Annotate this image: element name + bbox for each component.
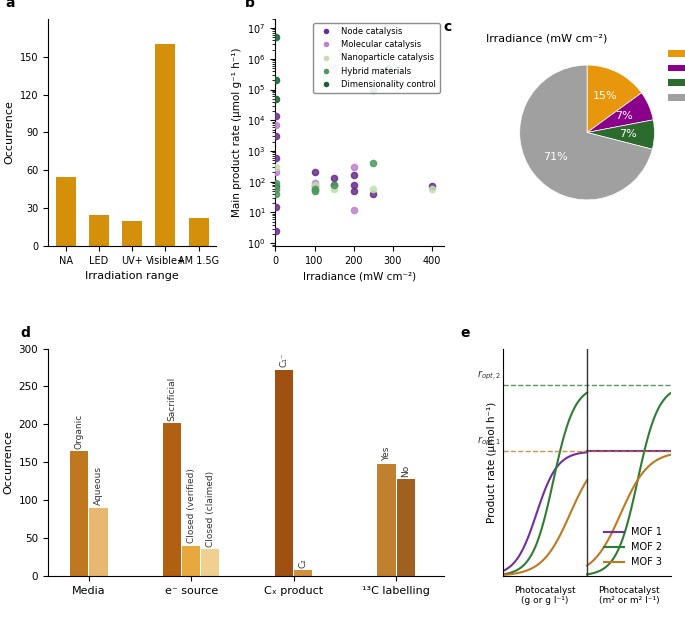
Wedge shape [520,65,652,200]
Text: $r_{opt,1}$: $r_{opt,1}$ [477,435,501,448]
Text: Closed (verified): Closed (verified) [187,468,196,543]
Text: a: a [6,0,15,11]
Bar [155,44,175,246]
Text: C₂: C₂ [299,558,308,568]
Text: 15%: 15% [593,91,618,101]
Point [309,186,320,196]
Text: e: e [461,326,470,340]
Point [348,170,359,180]
Point [309,183,320,193]
Y-axis label: Occurrence: Occurrence [4,101,14,165]
Bar [377,464,396,576]
Point [271,182,282,192]
Text: Sacrificial: Sacrificial [168,376,177,421]
Y-axis label: Main product rate (μmol g⁻¹ h⁻¹): Main product rate (μmol g⁻¹ h⁻¹) [232,48,242,217]
Bar [189,218,209,246]
Point [271,131,282,141]
Bar [89,508,108,576]
Point [348,205,359,215]
Point [271,94,282,104]
Text: Organic: Organic [75,413,84,449]
X-axis label: Irradiance (mW cm⁻²): Irradiance (mW cm⁻²) [303,272,416,282]
Point [309,178,320,188]
Point [368,189,379,199]
Point [309,182,320,192]
Point [271,162,282,172]
Text: C₁⁻: C₁⁻ [279,353,288,367]
Point [271,111,282,121]
Wedge shape [587,120,654,149]
Legend: MOF 1, MOF 2, MOF 3: MOF 1, MOF 2, MOF 3 [600,523,667,571]
Text: d: d [21,326,30,340]
Point [348,186,359,196]
Y-axis label: Occurrence: Occurrence [3,430,13,494]
Bar [294,570,312,576]
Point [309,180,320,190]
Point [384,63,395,73]
X-axis label: Irradiation range: Irradiation range [86,272,179,282]
Bar [55,177,75,246]
Text: $r_{opt,2}$: $r_{opt,2}$ [477,369,501,382]
Bar [275,370,293,576]
Legend: Node catalysis, Molecular catalysis, Nanoparticle catalysis, Hybrid materials, D: Node catalysis, Molecular catalysis, Nan… [313,23,440,93]
Bar [89,215,109,246]
Point [309,168,320,178]
Bar [201,550,219,576]
Point [329,180,340,190]
Wedge shape [587,65,642,133]
Text: No: No [401,464,410,476]
Text: 7%: 7% [619,129,636,139]
Point [271,178,282,188]
Point [329,63,340,73]
Point [271,183,282,193]
Point [309,186,320,196]
Text: Yes: Yes [382,447,391,461]
Text: Irradiance (mW cm⁻²): Irradiance (mW cm⁻²) [486,33,608,43]
Point [271,33,282,43]
Text: Closed (claimed): Closed (claimed) [206,471,215,547]
Point [271,226,282,236]
Text: 7%: 7% [615,111,633,121]
Y-axis label: Product rate (μmol h⁻¹): Product rate (μmol h⁻¹) [487,402,497,523]
Bar [122,221,142,246]
Bar [182,546,201,576]
Bar [71,451,88,576]
Point [348,162,359,172]
Point [271,75,282,85]
Legend: >100, 100, <100, NA: >100, 100, <100, NA [664,44,685,107]
Text: c: c [444,21,452,34]
Point [329,180,340,190]
Point [368,158,379,168]
Point [271,153,282,163]
Point [368,85,379,95]
Point [271,168,282,178]
Point [348,180,359,190]
Text: Aqueous: Aqueous [94,466,103,505]
Point [427,182,438,192]
Point [271,120,282,130]
Bar [397,479,414,576]
Text: b: b [245,0,255,11]
Point [368,183,379,193]
Point [271,189,282,199]
Wedge shape [587,93,653,133]
Bar [163,423,182,576]
Point [427,183,438,193]
Point [329,173,340,183]
Point [329,183,340,193]
Point [309,183,320,193]
Point [271,202,282,212]
Text: 71%: 71% [543,152,567,162]
